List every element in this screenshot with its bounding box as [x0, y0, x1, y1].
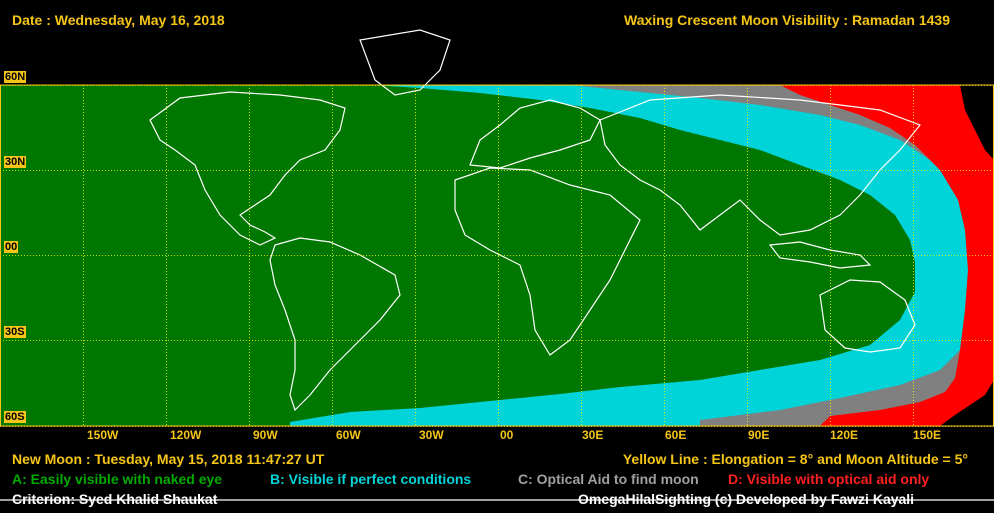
- indonesia-coast: [768, 241, 872, 269]
- lat-label-equator: 00: [4, 241, 19, 253]
- coastlines: [0, 29, 994, 501]
- greenland-coast: [359, 29, 451, 96]
- lon-label-30e: 30E: [582, 428, 604, 442]
- lon-label-150w: 150W: [87, 428, 119, 442]
- zone-b-region: [290, 85, 994, 426]
- date-label: Date : Wednesday, May 16, 2018: [12, 12, 225, 28]
- europe-coast: [469, 99, 601, 169]
- legend-c: C: Optical Aid to find moon: [518, 471, 699, 487]
- lon-label-60e: 60E: [665, 428, 687, 442]
- lon-label-90e: 90E: [748, 428, 770, 442]
- lat-label-60n: 60N: [4, 71, 27, 83]
- lon-label-0: 00: [500, 428, 514, 442]
- australia-coast: [819, 279, 916, 353]
- zone-unlit-bottom: [940, 380, 994, 426]
- lon-label-120w: 120W: [170, 428, 202, 442]
- lon-label-120e: 120E: [830, 428, 859, 442]
- north-america-coast: [149, 91, 346, 246]
- criterion-label: Criterion: Syed Khalid Shaukat: [12, 491, 218, 507]
- new-moon-label: New Moon : Tuesday, May 15, 2018 11:47:2…: [12, 451, 325, 467]
- lon-label-60w: 60W: [336, 428, 361, 442]
- zone-unlit-top: [960, 85, 994, 160]
- zone-d-region: [780, 85, 994, 426]
- legend-b: B: Visible if perfect conditions: [270, 471, 472, 487]
- lon-label-90w: 90W: [253, 428, 278, 442]
- lat-label-30n: 30N: [4, 156, 27, 168]
- lat-label-30s: 30S: [4, 326, 26, 338]
- yellow-line-label: Yellow Line : Elongation = 8° and Moon A…: [622, 451, 968, 467]
- lon-label-150e: 150E: [913, 428, 942, 442]
- credit-label: OmegaHilalSighting (c) Developed by Fawz…: [578, 491, 915, 507]
- lat-label-60s: 60S: [4, 411, 26, 423]
- south-america-coast: [269, 237, 401, 412]
- lon-label-30w: 30W: [419, 428, 444, 442]
- visibility-zones: [0, 85, 994, 426]
- legend-d: D: Visible with optical aid only: [728, 471, 930, 487]
- map-title: Waxing Crescent Moon Visibility : Ramada…: [624, 12, 950, 28]
- asia-coast: [599, 94, 921, 236]
- africa-coast: [454, 167, 641, 356]
- legend-a: A: Easily visible with naked eye: [12, 471, 223, 487]
